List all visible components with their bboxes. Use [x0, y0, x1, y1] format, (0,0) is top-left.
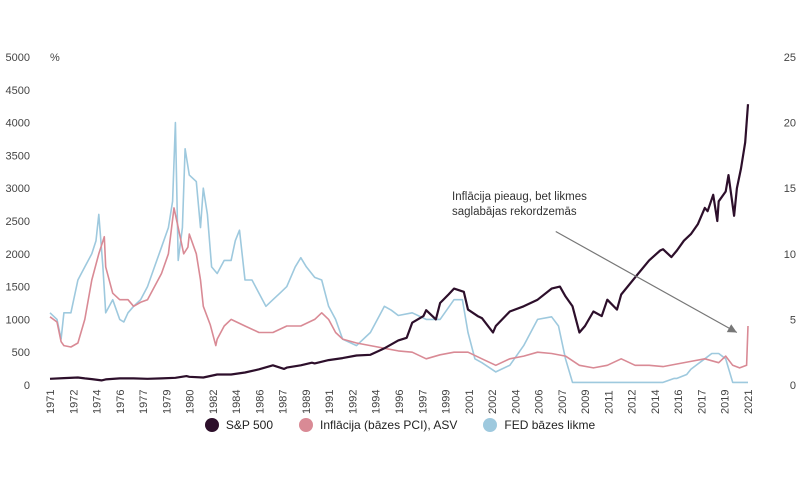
- x-tick-label: 2016: [673, 390, 685, 414]
- series-line-fed: [49, 121, 748, 384]
- series-line-sp500: [49, 104, 750, 382]
- left-tick-label: 5000: [6, 52, 30, 64]
- x-tick-label: 2019: [720, 390, 732, 414]
- x-tick-label: 1997: [417, 390, 429, 414]
- x-tick-label: 2014: [650, 390, 662, 414]
- x-tick-label: 1979: [161, 390, 173, 414]
- right-tick-label: 5: [790, 314, 796, 326]
- annotation-line-1: Inflācija pieaug, bet likmes: [452, 191, 587, 203]
- x-tick-label: 2021: [743, 390, 755, 414]
- left-tick-label: 3500: [6, 150, 30, 162]
- x-tick-label: 2007: [557, 390, 569, 414]
- left-tick-label: 4500: [6, 85, 30, 97]
- annotation-arrow-head: [726, 324, 737, 333]
- x-tick-label: 1977: [138, 390, 150, 414]
- x-tick-label: 2004: [510, 390, 522, 414]
- x-tick-label: 2001: [464, 390, 476, 414]
- x-tick-label: 1989: [301, 390, 313, 414]
- x-tick-label: 2011: [603, 390, 615, 414]
- legend-item-fed: FED bāzes likme: [483, 418, 595, 432]
- legend-item-inflation: Inflācija (bāzes PCI), ASV: [299, 418, 457, 432]
- right-tick-label: 0: [790, 380, 796, 392]
- x-tick-label: 1982: [208, 390, 220, 414]
- left-tick-label: 1000: [6, 314, 30, 326]
- right-axis-unit: %: [50, 52, 60, 64]
- x-tick-label: 1972: [68, 390, 80, 414]
- right-axis-ticks: 0 5 10 15 20 25: [784, 52, 796, 392]
- right-tick-label: 25: [784, 52, 796, 64]
- annotation: Inflācija pieaug, bet likmes saglabājas …: [452, 191, 738, 334]
- left-tick-label: 3000: [6, 183, 30, 195]
- series-lines: [49, 104, 750, 384]
- annotation-arrow-line: [555, 230, 738, 334]
- right-tick-label: 15: [784, 183, 796, 195]
- x-tick-label: 1992: [347, 390, 359, 414]
- x-tick-label: 1987: [278, 390, 290, 414]
- left-tick-label: 1500: [6, 282, 30, 294]
- left-tick-label: 2500: [6, 216, 30, 228]
- left-axis-ticks: 0 500 1000 1500 2000 2500 3000 3500 4000 4500 5000: [6, 52, 30, 392]
- x-tick-label: 2012: [627, 390, 639, 414]
- legend-item-sp500: S&P 500: [204, 418, 274, 432]
- x-tick-label: 1994: [371, 390, 383, 414]
- legend: S&P 500 Inflācija (bāzes PCI), ASV FED b…: [0, 418, 800, 432]
- legend-label-sp500: S&P 500: [225, 418, 274, 432]
- sp500-swatch: [204, 418, 219, 432]
- legend-label-inflation: Inflācija (bāzes PCI), ASV: [320, 418, 458, 432]
- x-tick-label: 2006: [534, 390, 546, 414]
- left-tick-label: 2000: [6, 249, 30, 261]
- left-tick-label: 4000: [6, 118, 30, 130]
- x-tick-label: 1999: [441, 390, 453, 414]
- right-tick-label: 20: [784, 118, 796, 130]
- fed-swatch: [483, 418, 498, 432]
- x-tick-label: 2009: [580, 390, 592, 414]
- x-tick-label: 1976: [115, 390, 127, 414]
- x-tick-label: 2017: [696, 390, 708, 414]
- x-tick-label: 1984: [231, 390, 243, 414]
- legend-label-fed: FED bāzes likme: [504, 418, 596, 432]
- right-tick-label: 10: [784, 249, 796, 261]
- left-tick-label: 0: [24, 380, 30, 392]
- x-tick-label: 1991: [324, 390, 336, 414]
- x-tick-label: 2002: [487, 390, 499, 414]
- left-tick-label: 500: [12, 347, 30, 359]
- series-line-inflation: [49, 207, 749, 369]
- x-tick-label: 1971: [45, 390, 57, 414]
- x-tick-label: 1996: [394, 390, 406, 414]
- x-tick-label: 1974: [92, 390, 104, 414]
- x-axis-ticks: 1971 1972 1974 1976 1977 1979 1980 1982 1984 1986…: [45, 390, 755, 414]
- inflation-swatch: [299, 418, 314, 432]
- annotation-line-2: saglabājas rekordzemās: [452, 206, 577, 218]
- x-tick-label: 1980: [185, 390, 197, 414]
- x-tick-label: 1986: [254, 390, 266, 414]
